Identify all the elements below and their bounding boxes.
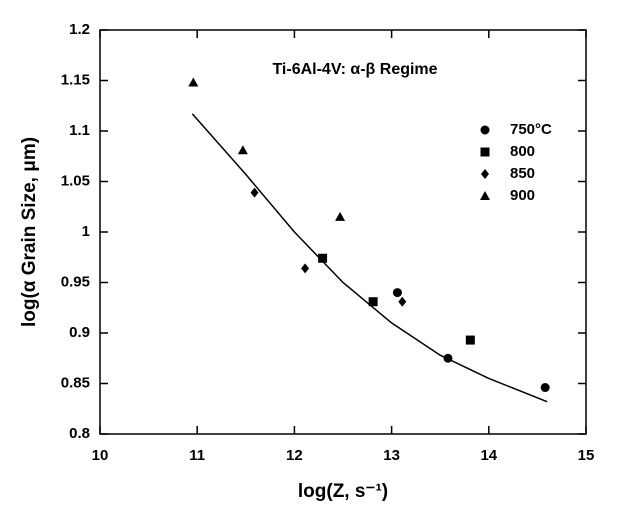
chart-title: Ti-6Al-4V: α-β Regime xyxy=(272,61,437,78)
y-tick-label: 1.1 xyxy=(69,122,90,139)
x-tick-label: 14 xyxy=(480,447,497,464)
y-tick-label: 1.05 xyxy=(61,172,90,189)
y-tick-label: 1 xyxy=(82,223,90,240)
marker xyxy=(465,335,475,345)
y-axis-label: log(α Grain Size, μm) xyxy=(19,137,40,327)
x-tick-label: 12 xyxy=(286,447,303,464)
legend-label: 900 xyxy=(510,187,535,204)
marker xyxy=(318,253,328,263)
x-axis-label: log(Z, s⁻¹) xyxy=(298,481,388,502)
marker xyxy=(398,296,407,307)
plot-frame xyxy=(99,29,587,435)
marker xyxy=(335,211,346,221)
x-tick-label: 15 xyxy=(578,447,595,464)
legend-label: 800 xyxy=(510,143,535,160)
marker xyxy=(250,187,259,198)
legend-label: 850 xyxy=(510,165,535,182)
x-tick-label: 13 xyxy=(383,447,400,464)
marker xyxy=(301,263,310,274)
marker xyxy=(443,353,453,363)
y-tick-label: 0.9 xyxy=(69,324,90,341)
marker xyxy=(237,145,248,155)
marker xyxy=(392,288,402,298)
legend-marker xyxy=(480,191,490,200)
marker xyxy=(188,77,199,87)
y-tick-label: 0.95 xyxy=(61,273,90,290)
legend-marker xyxy=(480,147,490,157)
x-tick-label: 10 xyxy=(92,447,109,464)
marker xyxy=(540,383,550,393)
y-tick-label: 1.15 xyxy=(61,71,90,88)
fit-curve xyxy=(191,113,548,403)
y-tick-label: 1.2 xyxy=(69,21,90,38)
x-tick-label: 11 xyxy=(189,447,205,464)
y-tick-label: 0.85 xyxy=(61,374,90,391)
y-tick-label: 0.8 xyxy=(69,425,90,442)
legend-label: 750°C xyxy=(510,121,552,138)
legend-marker xyxy=(480,125,490,135)
legend-marker xyxy=(481,169,489,179)
marker xyxy=(368,297,378,307)
